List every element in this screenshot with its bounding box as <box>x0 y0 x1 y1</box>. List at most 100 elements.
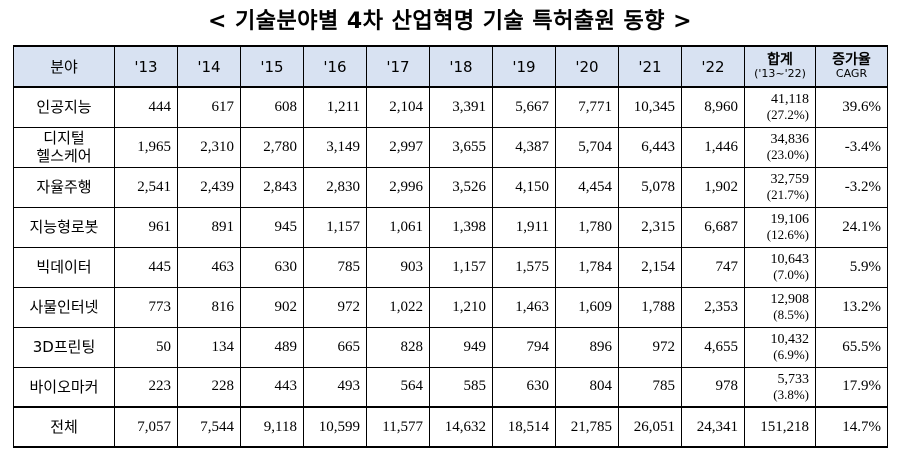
year-value-cell: 1,780 <box>555 206 619 248</box>
header-category: 분야 <box>13 45 115 88</box>
year-value-cell: 3,391 <box>429 86 493 128</box>
year-value-cell: 665 <box>303 326 367 368</box>
year-value-cell: 134 <box>177 326 241 368</box>
year-value-cell: 443 <box>240 366 304 408</box>
year-value-cell: 630 <box>240 246 304 288</box>
row-category-line: 자율주행 <box>36 178 92 196</box>
year-value-cell: 785 <box>618 366 682 408</box>
header-year: '22 <box>681 45 745 88</box>
total-sum-cell: 151,218 <box>744 406 816 448</box>
year-value-cell: 444 <box>114 86 178 128</box>
table-row: 인공지능 444 617 608 1,211 2,104 3,391 5,667 7,771 10… <box>13 86 888 128</box>
year-value-cell: 902 <box>240 286 304 328</box>
sum-cell: 32,759 (21.7%) <box>744 166 816 208</box>
year-value-cell: 2,780 <box>240 126 304 168</box>
cagr-cell: 13.2% <box>815 286 888 328</box>
header-year: '13 <box>114 45 178 88</box>
header-year: '16 <box>303 45 367 88</box>
year-value-cell: 816 <box>177 286 241 328</box>
row-category: 자율주행 <box>13 166 115 208</box>
row-category-line: 헬스케어 <box>36 147 92 165</box>
year-value-cell: 2,154 <box>618 246 682 288</box>
total-year-cell: 21,785 <box>555 406 619 448</box>
row-category: 3D프린팅 <box>13 326 115 368</box>
sum-share: (7.0%) <box>773 267 809 282</box>
total-year-cell: 11,577 <box>366 406 430 448</box>
header-year: '19 <box>492 45 556 88</box>
year-value-cell: 945 <box>240 206 304 248</box>
header-cagr: 증가율 CAGR <box>815 45 888 88</box>
total-label: 전체 <box>13 406 115 448</box>
year-value-cell: 1,463 <box>492 286 556 328</box>
row-category-line: 디지털 <box>43 129 85 147</box>
row-category: 인공지능 <box>13 86 115 128</box>
table-row: 자율주행 2,541 2,439 2,843 2,830 2,996 3,526 4,150 4… <box>13 166 888 208</box>
year-value-cell: 1,575 <box>492 246 556 288</box>
sum-total: 5,733 <box>777 371 810 387</box>
year-value-cell: 773 <box>114 286 178 328</box>
row-category-line: 인공지능 <box>36 98 92 117</box>
sum-share: (12.6%) <box>766 227 809 242</box>
cagr-cell: 24.1% <box>815 206 888 248</box>
year-value-cell: 3,526 <box>429 166 493 208</box>
year-value-cell: 828 <box>366 326 430 368</box>
total-year-cell: 18,514 <box>492 406 556 448</box>
year-value-cell: 804 <box>555 366 619 408</box>
cagr-cell: -3.4% <box>815 126 888 168</box>
year-value-cell: 617 <box>177 86 241 128</box>
year-value-cell: 972 <box>618 326 682 368</box>
year-value-cell: 1,609 <box>555 286 619 328</box>
year-value-cell: 1,157 <box>429 246 493 288</box>
row-category: 빅데이터 <box>13 246 115 288</box>
table-row: 사물인터넷 773 816 902 972 1,022 1,210 1,463 1,609 1,7… <box>13 286 888 328</box>
header-year: '20 <box>555 45 619 88</box>
year-value-cell: 3,655 <box>429 126 493 168</box>
sum-total: 19,106 <box>770 212 810 227</box>
row-category: 사물인터넷 <box>13 286 115 328</box>
sum-total: 12,908 <box>770 292 810 307</box>
header-year: '15 <box>240 45 304 88</box>
year-value-cell: 493 <box>303 366 367 408</box>
year-value-cell: 903 <box>366 246 430 288</box>
sum-share: (23.0%) <box>766 147 809 162</box>
year-value-cell: 747 <box>681 246 745 288</box>
year-value-cell: 3,149 <box>303 126 367 168</box>
year-value-cell: 630 <box>492 366 556 408</box>
year-value-cell: 2,439 <box>177 166 241 208</box>
year-value-cell: 5,078 <box>618 166 682 208</box>
header-year: '21 <box>618 45 682 88</box>
year-value-cell: 1,911 <box>492 206 556 248</box>
year-value-cell: 2,104 <box>366 86 430 128</box>
total-year-cell: 14,632 <box>429 406 493 448</box>
year-value-cell: 10,345 <box>618 86 682 128</box>
sum-total: 32,759 <box>770 172 810 187</box>
year-value-cell: 1,788 <box>618 286 682 328</box>
year-value-cell: 2,310 <box>177 126 241 168</box>
year-value-cell: 1,902 <box>681 166 745 208</box>
year-value-cell: 564 <box>366 366 430 408</box>
year-value-cell: 972 <box>303 286 367 328</box>
header-sum: 합계 ('13~'22) <box>744 45 816 88</box>
sum-cell: 41,118 (27.2%) <box>744 86 816 128</box>
sum-total: 41,118 <box>771 92 809 108</box>
year-value-cell: 5,704 <box>555 126 619 168</box>
header-year: '17 <box>366 45 430 88</box>
total-year-cell: 10,599 <box>303 406 367 448</box>
year-value-cell: 4,454 <box>555 166 619 208</box>
year-value-cell: 2,315 <box>618 206 682 248</box>
patent-table: 분야 '13 '14 '15 '16 '17 '18 '19 '20 '21 '… <box>13 45 888 448</box>
row-category: 디지털 헬스케어 <box>13 126 115 168</box>
year-value-cell: 6,443 <box>618 126 682 168</box>
year-value-cell: 2,830 <box>303 166 367 208</box>
year-value-cell: 949 <box>429 326 493 368</box>
sum-share: (8.5%) <box>773 307 809 322</box>
sum-total: 34,836 <box>770 132 810 147</box>
header-cagr-label: 증가율 <box>832 52 871 68</box>
total-year-cell: 26,051 <box>618 406 682 448</box>
table-header: 분야 '13 '14 '15 '16 '17 '18 '19 '20 '21 '… <box>13 45 888 88</box>
table-body: 인공지능 444 617 608 1,211 2,104 3,391 5,667 7,771 10… <box>13 86 888 448</box>
header-cagr-sub: CAGR <box>835 67 868 80</box>
total-year-cell: 7,544 <box>177 406 241 448</box>
sum-cell: 34,836 (23.0%) <box>744 126 816 168</box>
year-value-cell: 1,211 <box>303 86 367 128</box>
